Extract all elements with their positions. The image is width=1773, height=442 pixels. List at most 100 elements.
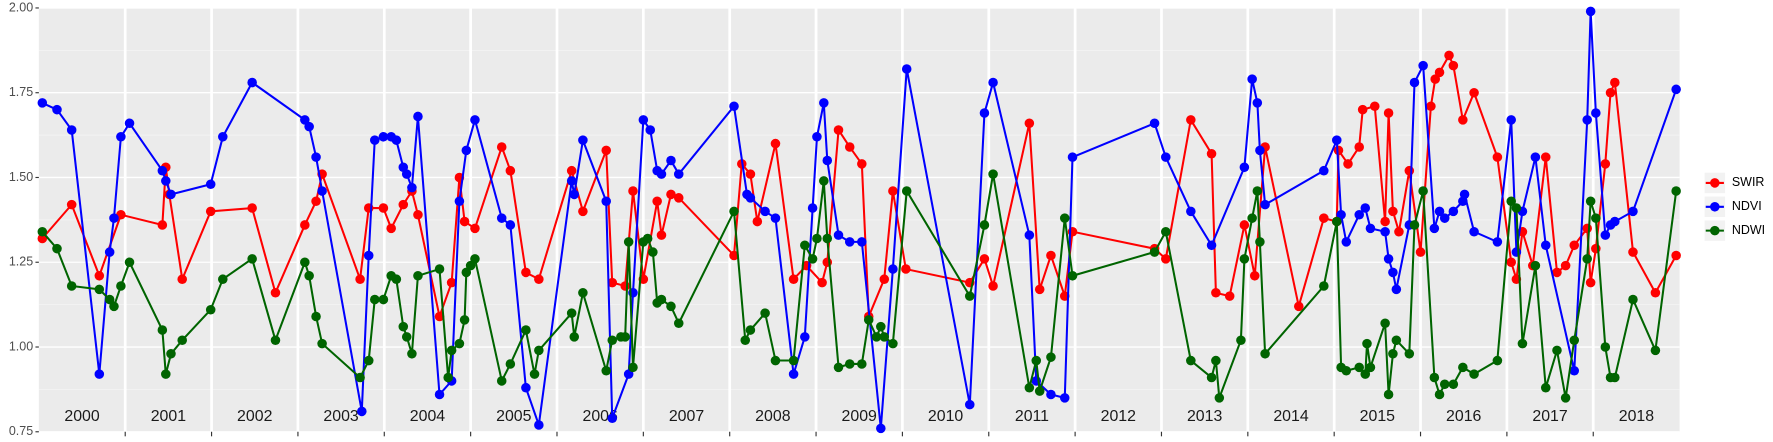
x-tick-label: 2009 [842, 408, 878, 425]
x-tick-label: 2012 [1101, 408, 1137, 425]
data-point [964, 399, 975, 410]
data-point [363, 250, 374, 261]
data-point [673, 169, 684, 179]
data-point [1560, 393, 1571, 403]
data-point [1552, 267, 1562, 278]
data-point [104, 294, 115, 305]
series [37, 6, 1681, 434]
legend-label: NDVI [1732, 199, 1762, 213]
data-point [401, 169, 412, 179]
data-point [1469, 369, 1479, 379]
data-point [443, 372, 453, 383]
data-point [470, 115, 480, 125]
data-point [157, 220, 168, 230]
data-point [1294, 301, 1304, 312]
data-point [1034, 386, 1045, 396]
data-point [1260, 349, 1270, 359]
data-point [1610, 372, 1620, 383]
data-point [37, 233, 48, 244]
data-point [378, 203, 389, 213]
data-point [623, 369, 634, 379]
data-point [648, 247, 658, 257]
data-point [161, 369, 171, 379]
data-point [459, 315, 470, 325]
data-point [566, 176, 577, 186]
data-point [1404, 349, 1415, 359]
data-point [642, 233, 653, 244]
data-point [566, 165, 577, 176]
data-point [1343, 159, 1353, 169]
data-point [1600, 230, 1611, 240]
data-point [1409, 220, 1420, 230]
data-point [1206, 148, 1217, 159]
data-point [979, 254, 990, 264]
data-point [740, 335, 751, 346]
data-point [1206, 240, 1217, 251]
x-tick-label: 2010 [928, 408, 964, 425]
data-point [1319, 213, 1329, 223]
x-tick-label: 2015 [1360, 408, 1396, 425]
data-point [1206, 372, 1217, 383]
data-point [205, 179, 216, 190]
data-point [161, 176, 171, 186]
data-point [94, 271, 105, 281]
x-tick-label: 2014 [1273, 408, 1309, 425]
y-tick-label: 0.75 [9, 424, 33, 438]
data-point [124, 118, 135, 129]
data-point [770, 213, 781, 223]
data-point [569, 189, 580, 200]
data-point [656, 294, 667, 305]
data-point [355, 372, 365, 383]
data-point [205, 206, 216, 217]
data-point [1380, 226, 1390, 237]
data-point [317, 338, 327, 349]
data-point [1354, 142, 1364, 152]
data-point [1506, 115, 1516, 125]
x-tick-label: 2000 [64, 408, 100, 425]
data-point [1357, 104, 1368, 115]
data-point [1430, 74, 1440, 84]
data-point [1540, 240, 1551, 251]
x-tick-label: 2016 [1446, 408, 1482, 425]
data-point [109, 301, 119, 312]
data-point [607, 413, 618, 423]
data-point [812, 132, 822, 142]
data-point [413, 271, 423, 281]
data-point [1380, 318, 1390, 329]
data-point [1341, 237, 1352, 247]
data-point [1418, 186, 1428, 196]
data-point [1511, 203, 1522, 213]
data-point [770, 138, 781, 149]
data-point [729, 101, 739, 112]
data-point [1511, 247, 1522, 257]
data-point [901, 186, 912, 196]
data-point [1628, 294, 1638, 305]
data-point [300, 115, 310, 125]
data-point [1186, 355, 1196, 366]
data-point [461, 145, 472, 156]
data-point [496, 142, 507, 152]
data-point [398, 199, 409, 210]
data-point [1331, 216, 1342, 227]
data-point [1236, 335, 1246, 346]
data-point [822, 233, 833, 244]
data-point [66, 199, 77, 210]
data-point [979, 108, 990, 118]
data-point [247, 77, 257, 88]
data-point [1211, 287, 1221, 298]
data-point [505, 220, 516, 230]
data-point [879, 332, 890, 342]
x-tick-label: 2017 [1532, 408, 1568, 425]
data-point [370, 294, 380, 305]
data-point [1365, 223, 1376, 234]
data-point [177, 335, 187, 346]
data-point [1252, 98, 1263, 108]
data-point [454, 196, 465, 206]
data-point [52, 243, 62, 254]
data-point [745, 325, 756, 335]
data-point [357, 406, 367, 417]
x-tick-label: 2018 [1619, 408, 1655, 425]
series [37, 169, 1681, 403]
data-point [413, 210, 423, 220]
data-point [1391, 284, 1402, 295]
